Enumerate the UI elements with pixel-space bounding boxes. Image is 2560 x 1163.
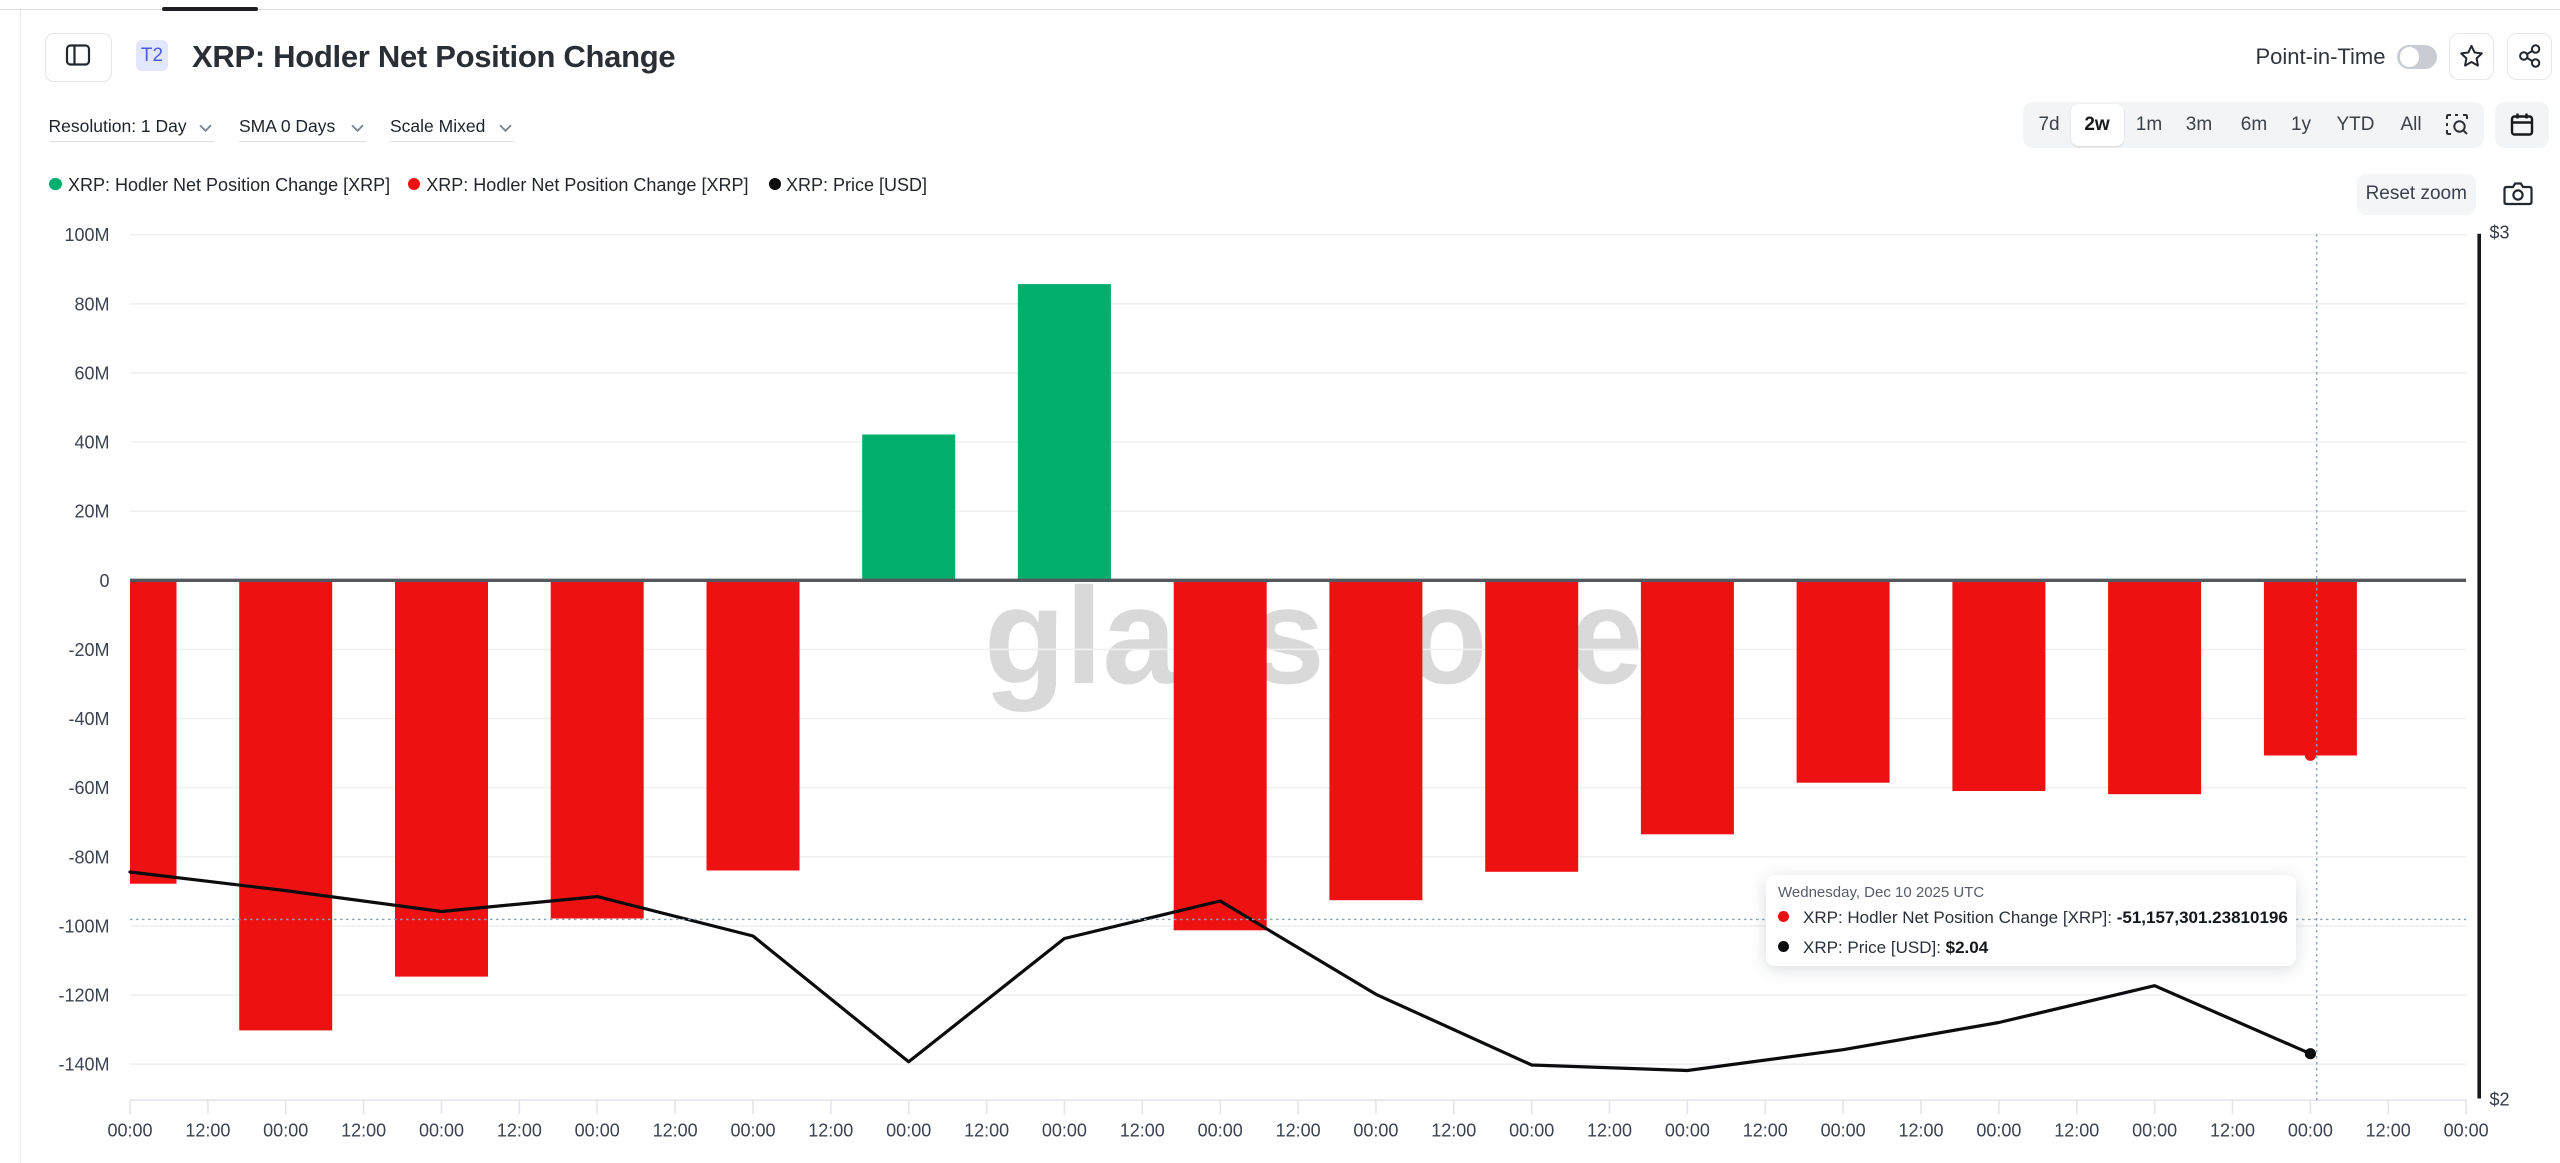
svg-text:100M: 100M	[64, 225, 109, 245]
svg-text:00:00: 00:00	[263, 1121, 308, 1141]
svg-text:80M: 80M	[74, 294, 109, 314]
svg-text:12:00: 12:00	[2366, 1121, 2411, 1141]
svg-text:40M: 40M	[74, 433, 109, 453]
svg-text:12:00: 12:00	[2054, 1121, 2099, 1141]
svg-text:12:00: 12:00	[1743, 1121, 1788, 1141]
svg-text:-100M: -100M	[58, 916, 109, 936]
svg-text:12:00: 12:00	[341, 1121, 386, 1141]
svg-text:00:00: 00:00	[886, 1121, 931, 1141]
svg-text:00:00: 00:00	[1665, 1121, 1710, 1141]
svg-text:-80M: -80M	[68, 847, 109, 867]
svg-text:00:00: 00:00	[575, 1121, 620, 1141]
svg-text:$2: $2	[2490, 1090, 2510, 1110]
svg-text:-20M: -20M	[68, 640, 109, 660]
svg-text:12:00: 12:00	[964, 1121, 1009, 1141]
svg-text:12:00: 12:00	[1120, 1121, 1165, 1141]
svg-text:00:00: 00:00	[1353, 1121, 1398, 1141]
svg-text:00:00: 00:00	[2288, 1121, 2333, 1141]
svg-text:00:00: 00:00	[1976, 1121, 2021, 1141]
svg-text:12:00: 12:00	[1898, 1121, 1943, 1141]
svg-text:00:00: 00:00	[419, 1121, 464, 1141]
svg-text:12:00: 12:00	[185, 1121, 230, 1141]
svg-text:0: 0	[99, 571, 109, 591]
svg-text:00:00: 00:00	[1042, 1121, 1087, 1141]
svg-text:12:00: 12:00	[1431, 1121, 1476, 1141]
svg-text:00:00: 00:00	[2132, 1121, 2177, 1141]
svg-text:-140M: -140M	[58, 1055, 109, 1075]
svg-text:00:00: 00:00	[1509, 1121, 1554, 1141]
svg-text:12:00: 12:00	[2210, 1121, 2255, 1141]
svg-text:12:00: 12:00	[808, 1121, 853, 1141]
svg-text:20M: 20M	[74, 502, 109, 522]
svg-text:00:00: 00:00	[1821, 1121, 1866, 1141]
svg-text:00:00: 00:00	[1198, 1121, 1243, 1141]
svg-text:-60M: -60M	[68, 778, 109, 798]
svg-text:00:00: 00:00	[107, 1121, 152, 1141]
svg-text:12:00: 12:00	[1276, 1121, 1321, 1141]
svg-text:-40M: -40M	[68, 709, 109, 729]
svg-text:12:00: 12:00	[497, 1121, 542, 1141]
svg-text:12:00: 12:00	[653, 1121, 698, 1141]
svg-text:12:00: 12:00	[1587, 1121, 1632, 1141]
svg-text:60M: 60M	[74, 363, 109, 383]
svg-text:00:00: 00:00	[730, 1121, 775, 1141]
svg-text:$3: $3	[2490, 223, 2510, 243]
svg-text:00:00: 00:00	[2444, 1121, 2489, 1141]
svg-text:-120M: -120M	[58, 986, 109, 1006]
